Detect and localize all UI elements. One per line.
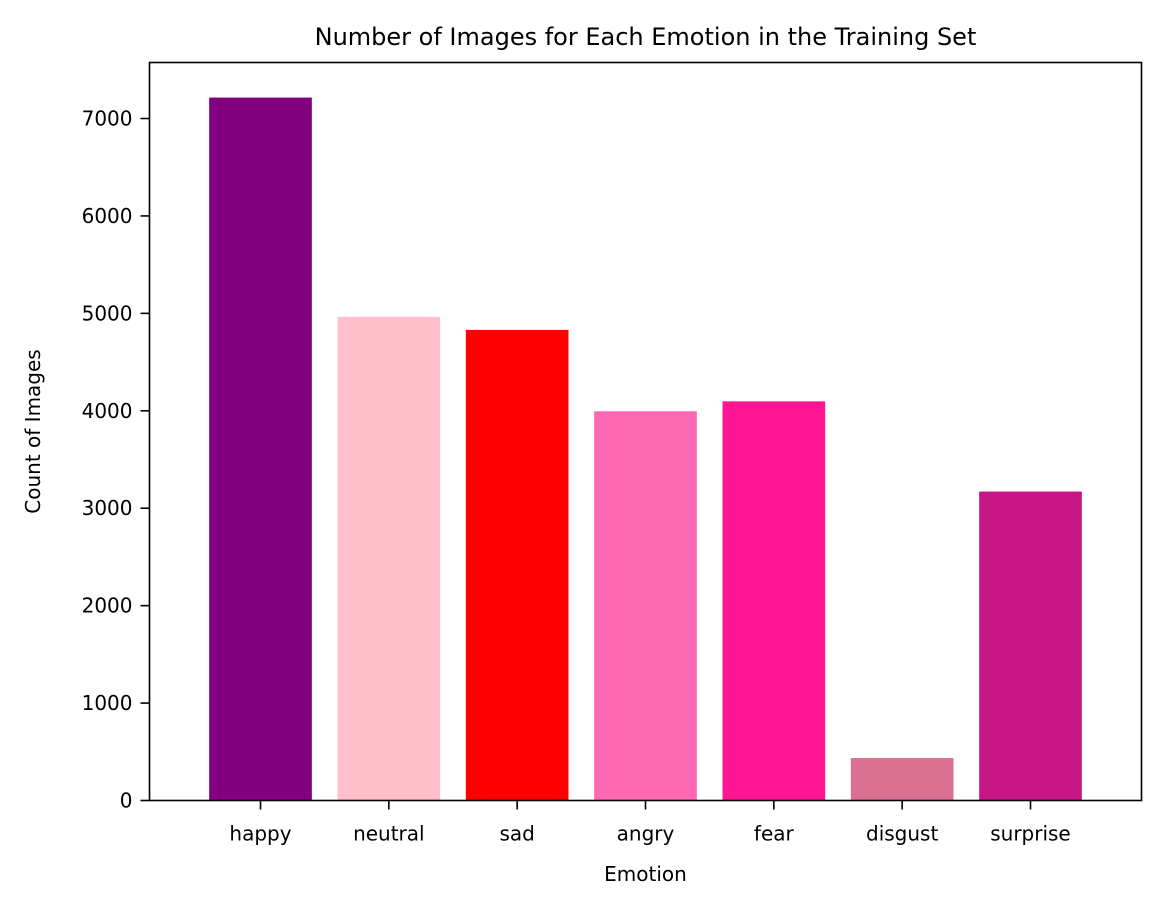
y-axis-ticks: 0 1000 2000 3000 4000 5000 6000 7000 <box>82 107 150 813</box>
y-tick-label: 3000 <box>82 496 133 520</box>
bar-neutral <box>337 316 441 801</box>
bar-sad <box>465 329 569 801</box>
bar-happy <box>209 97 312 801</box>
x-axis-ticks: happy neutral sad angry fear disgust surprise <box>229 800 1071 846</box>
x-tick-label: sad <box>499 822 534 846</box>
y-tick-label: 2000 <box>82 594 133 618</box>
y-tick-label: 5000 <box>82 301 133 325</box>
x-tick-label: disgust <box>866 822 938 846</box>
x-tick-label: happy <box>229 822 291 846</box>
y-tick-label: 7000 <box>82 107 133 131</box>
chart-title: Number of Images for Each Emotion in the… <box>315 23 977 51</box>
x-tick-label: neutral <box>353 822 425 846</box>
y-tick-label: 6000 <box>82 204 133 228</box>
x-axis-label: Emotion <box>604 862 687 886</box>
y-tick-label: 4000 <box>82 399 133 423</box>
bar-surprise <box>979 491 1082 801</box>
plot-frame <box>148 61 1143 802</box>
y-axis-label: Count of Images <box>21 349 45 513</box>
y-tick-label: 0 <box>120 789 133 813</box>
bar-angry <box>594 411 697 801</box>
x-tick-label: surprise <box>990 822 1071 846</box>
x-tick-label: angry <box>617 822 675 846</box>
x-tick-label: fear <box>754 822 795 846</box>
bars-group <box>209 97 1082 801</box>
bar-disgust <box>850 758 954 801</box>
bar-fear <box>722 401 826 801</box>
y-tick-label: 1000 <box>82 691 133 715</box>
